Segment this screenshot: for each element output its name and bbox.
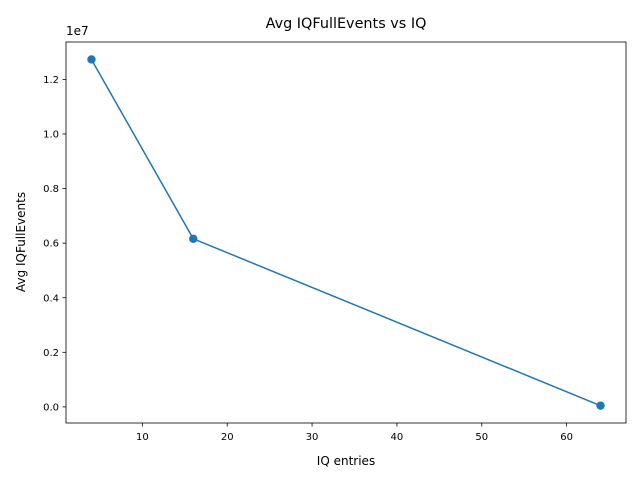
x-tick-label: 30 [306,432,319,443]
y-tick-label: 1.2 [43,75,59,86]
x-tick-label: 40 [391,432,404,443]
y-offset-label: 1e7 [66,24,89,38]
y-tick-label: 0.6 [43,239,59,250]
y-axis-label: Avg IQFullEvents [14,192,28,292]
series-line [90,59,601,407]
x-tick-label: 10 [136,432,149,443]
x-tick-label: 50 [475,432,488,443]
chart-title: Avg IQFullEvents vs IQ [266,16,427,32]
y-tick-label: 0.2 [43,348,59,359]
x-tick-label: 20 [221,432,234,443]
x-tick-label: 60 [560,432,573,443]
y-tick-label: 0.0 [43,402,59,413]
data-point [189,234,198,243]
y-tick-label: 0.4 [43,293,59,304]
y-tick-label: 0.8 [43,184,59,195]
axes-frame [65,41,627,424]
y-tick-label: 1.0 [43,130,59,141]
x-axis-label: IQ entries [317,454,375,468]
plot-area: 10 20 30 40 50 60 0.0 0.2 0.4 0.6 0.8 1.0 1.2 [43,41,627,443]
data-point [596,401,605,410]
data-point [87,55,96,64]
